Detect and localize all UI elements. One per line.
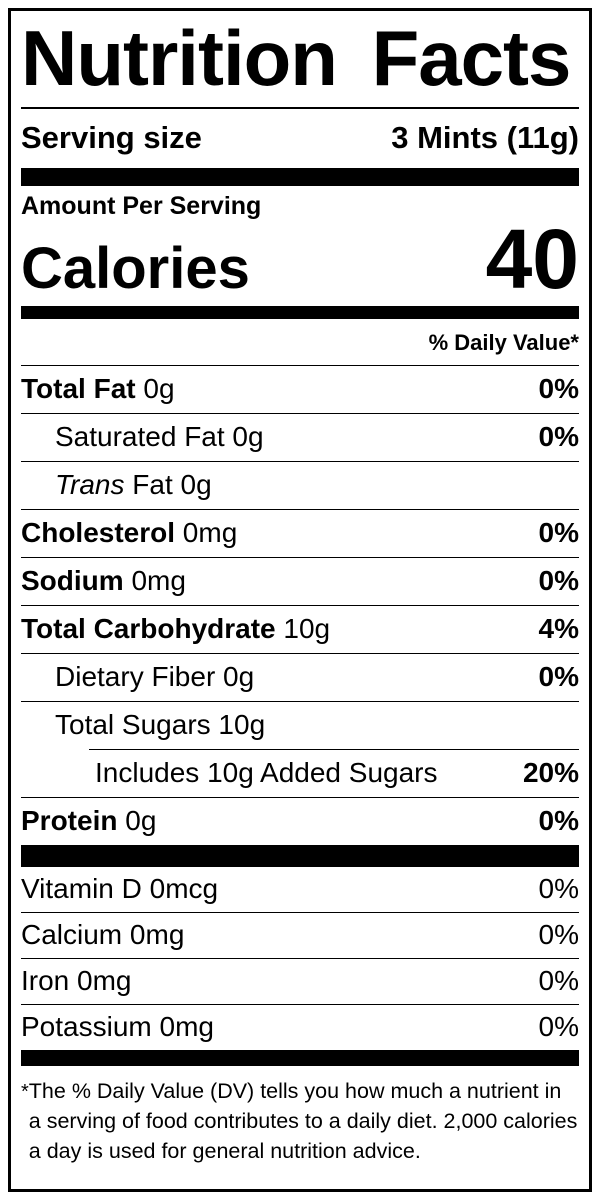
nutrient-daily-value: 0%: [538, 373, 579, 405]
nutrient-row-saturated-fat: Saturated Fat 0g 0%: [21, 412, 579, 461]
vitamin-name: Iron 0mg: [21, 965, 132, 997]
nutrient-name: Includes 10g Added Sugars: [95, 757, 438, 789]
nutrient-name: Total Carbohydrate 10g: [21, 613, 331, 645]
nutrient-name: Total Fat 0g: [21, 373, 175, 405]
nutrient-daily-value: 20%: [522, 757, 579, 789]
nutrient-name: Protein 0g: [21, 805, 157, 837]
vitamin-daily-value: 0%: [538, 1011, 579, 1043]
vitamin-row-vitamin-d: Vitamin D 0mcg 0%: [21, 867, 579, 912]
serving-size-row: Serving size 3 Mints (11g): [21, 109, 579, 168]
nutrient-name: Total Sugars 10g: [55, 709, 266, 741]
calories-label: Calories: [21, 236, 250, 302]
vitamin-table: Vitamin D 0mcg 0% Calcium 0mg 0% Iron 0mg 0% P…: [21, 867, 579, 1050]
nutrient-row-trans: Trans Fat 0g: [21, 460, 579, 509]
serving-size-label: Serving size: [21, 119, 202, 155]
nutrient-row-cholesterol: Cholesterol 0mg 0%: [21, 508, 579, 557]
nutrient-row-total-sugars: Total Sugars 10g: [21, 700, 579, 749]
nutrient-name: Trans Fat 0g: [55, 469, 212, 501]
nutrient-name: Sodium 0mg: [21, 565, 186, 597]
daily-value-header: % Daily Value*: [428, 329, 579, 355]
nutrient-row-sodium: Sodium 0mg 0%: [21, 556, 579, 605]
vitamin-row-iron: Iron 0mg 0%: [21, 957, 579, 1004]
vitamin-row-calcium: Calcium 0mg 0%: [21, 911, 579, 958]
nutrient-row-includes-10g-added-sugars: Includes 10g Added Sugars 20%: [89, 748, 579, 797]
amount-per-serving-label: Amount Per Serving: [21, 191, 262, 220]
nutrient-row-total-carbohydrate: Total Carbohydrate 10g 4%: [21, 604, 579, 653]
nutrient-daily-value: 0%: [538, 661, 579, 693]
footnote-asterisk: *: [21, 1080, 29, 1103]
vitamin-daily-value: 0%: [538, 965, 579, 997]
nutrient-row-protein: Protein 0g 0%: [21, 796, 579, 845]
thick-bar-after-protein: [21, 844, 579, 867]
serving-size-value: 3 Mints (11g): [391, 119, 579, 155]
title-divider: [21, 106, 579, 109]
calories-row: Calories 40: [21, 212, 579, 307]
nutrient-daily-value: 0%: [538, 517, 579, 549]
footnote-text: The % Daily Value (DV) tells you how muc…: [28, 1078, 578, 1164]
vitamin-name: Calcium 0mg: [21, 919, 185, 951]
bar-after-vitamins: [21, 1049, 579, 1066]
nutrient-daily-value: 0%: [538, 421, 579, 453]
label-title: Nutrition Facts: [21, 14, 571, 102]
vitamin-name: Potassium 0mg: [21, 1011, 214, 1043]
nutrient-table: Total Fat 0g 0% Saturated Fat 0g 0% Trans Fa…: [21, 364, 579, 845]
vitamin-row-potassium: Potassium 0mg 0%: [21, 1003, 579, 1050]
nutrient-row-total-fat: Total Fat 0g 0%: [21, 364, 579, 413]
daily-value-footnote: * The % Daily Value (DV) tells you how m…: [21, 1066, 579, 1166]
vitamin-name: Vitamin D 0mcg: [21, 873, 219, 905]
vitamin-daily-value: 0%: [538, 873, 579, 905]
thick-bar-after-serving: [21, 167, 579, 186]
nutrient-daily-value: 0%: [538, 565, 579, 597]
nutrient-name: Saturated Fat 0g: [55, 421, 264, 453]
bar-after-calories: [21, 305, 579, 319]
nutrient-name: Cholesterol 0mg: [21, 517, 238, 549]
nutrient-daily-value: 0%: [538, 805, 579, 837]
nutrient-row-dietary-fiber: Dietary Fiber 0g 0%: [21, 652, 579, 701]
nutrient-name: Dietary Fiber 0g: [55, 661, 255, 693]
nutrition-facts-label: Nutrition Facts Serving size 3 Mints (11…: [8, 8, 592, 1192]
nutrient-daily-value: 4%: [538, 613, 579, 645]
calories-value: 40: [485, 212, 579, 307]
vitamin-daily-value: 0%: [538, 919, 579, 951]
